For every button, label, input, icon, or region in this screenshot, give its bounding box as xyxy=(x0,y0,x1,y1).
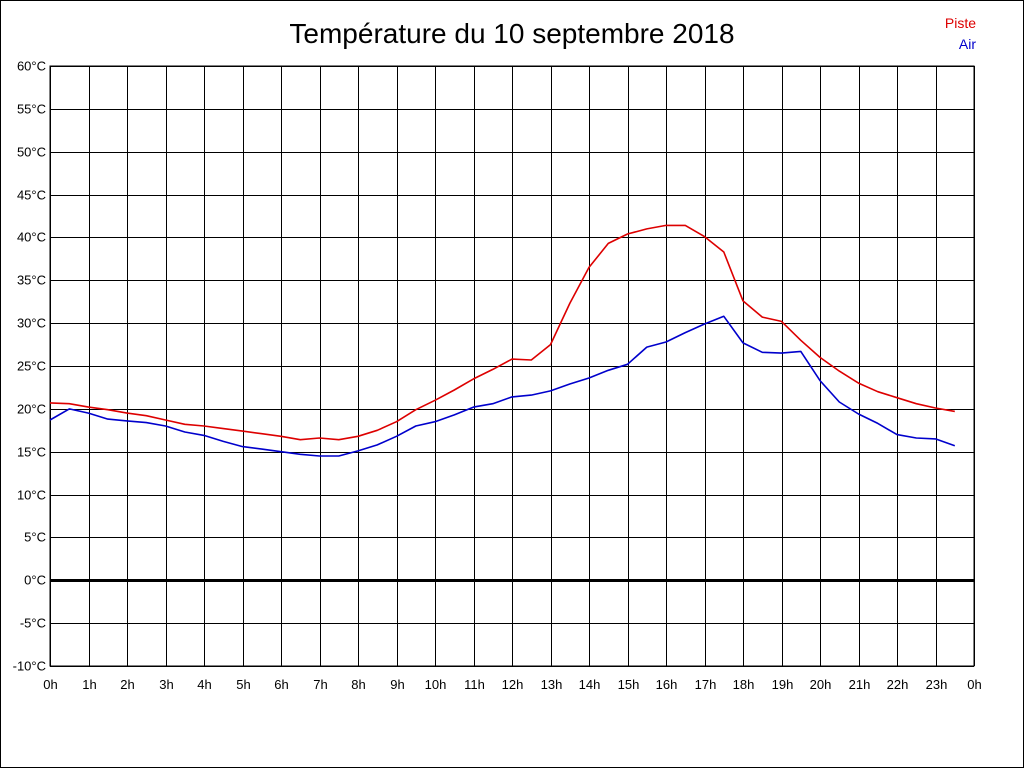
y-tick-label: 0°C xyxy=(24,573,46,588)
x-tick-label: 16h xyxy=(656,677,678,692)
x-tick-label: 2h xyxy=(120,677,134,692)
y-tick-label: 10°C xyxy=(17,488,46,503)
series-line-air xyxy=(49,315,956,457)
y-tick-label: 50°C xyxy=(17,145,46,160)
x-tick-label: 20h xyxy=(810,677,832,692)
x-tick-label: 21h xyxy=(849,677,871,692)
y-axis-ticks: 60°C 55°C 50°C 45°C 40°C 35°C 30°C 25°C 20°C 15°C… xyxy=(13,59,46,674)
x-axis-ticks: 0h 1h 2h 3h 4h 5h 6h 7h 8h 9h 10h 11h 12h 13h 14h 15h 16… xyxy=(43,677,981,692)
x-tick-label: 0h xyxy=(967,677,981,692)
grid-lines xyxy=(49,65,975,667)
x-tick-label: 5h xyxy=(236,677,250,692)
y-tick-label: 60°C xyxy=(17,59,46,74)
y-tick-label: 15°C xyxy=(17,445,46,460)
x-tick-label: 13h xyxy=(541,677,563,692)
series-lines xyxy=(49,224,956,457)
x-tick-label: 19h xyxy=(772,677,794,692)
x-tick-label: 1h xyxy=(82,677,96,692)
y-tick-label: 40°C xyxy=(17,230,46,245)
x-tick-label: 7h xyxy=(313,677,327,692)
x-tick-label: 6h xyxy=(274,677,288,692)
x-tick-label: 4h xyxy=(197,677,211,692)
x-tick-label: 17h xyxy=(695,677,717,692)
y-tick-label: 25°C xyxy=(17,359,46,374)
x-tick-label: 9h xyxy=(390,677,404,692)
y-tick-label: 45°C xyxy=(17,188,46,203)
series-line-piste xyxy=(49,224,955,441)
x-tick-label: 14h xyxy=(579,677,601,692)
y-tick-label: 35°C xyxy=(17,273,46,288)
x-tick-label: 11h xyxy=(464,677,485,692)
legend-entry-air: Air xyxy=(958,36,976,52)
chart-legend: Piste Air xyxy=(945,13,976,55)
x-tick-label: 3h xyxy=(159,677,173,692)
y-tick-label: -10°C xyxy=(13,659,46,674)
x-tick-label: 15h xyxy=(618,677,640,692)
x-tick-label: 22h xyxy=(887,677,909,692)
x-tick-label: 0h xyxy=(43,677,57,692)
chart-title: Température du 10 septembre 2018 xyxy=(289,18,735,49)
y-tick-label: 5°C xyxy=(24,530,46,545)
x-tick-label: 18h xyxy=(733,677,755,692)
y-tick-label: -5°C xyxy=(20,616,46,631)
x-tick-label: 10h xyxy=(425,677,447,692)
x-tick-label: 23h xyxy=(926,677,948,692)
x-tick-label: 12h xyxy=(502,677,524,692)
y-tick-label: 20°C xyxy=(17,402,46,417)
y-tick-label: 30°C xyxy=(17,316,46,331)
legend-entry-piste: Piste xyxy=(944,15,976,31)
y-tick-label: 55°C xyxy=(17,102,46,117)
x-tick-label: 8h xyxy=(351,677,365,692)
